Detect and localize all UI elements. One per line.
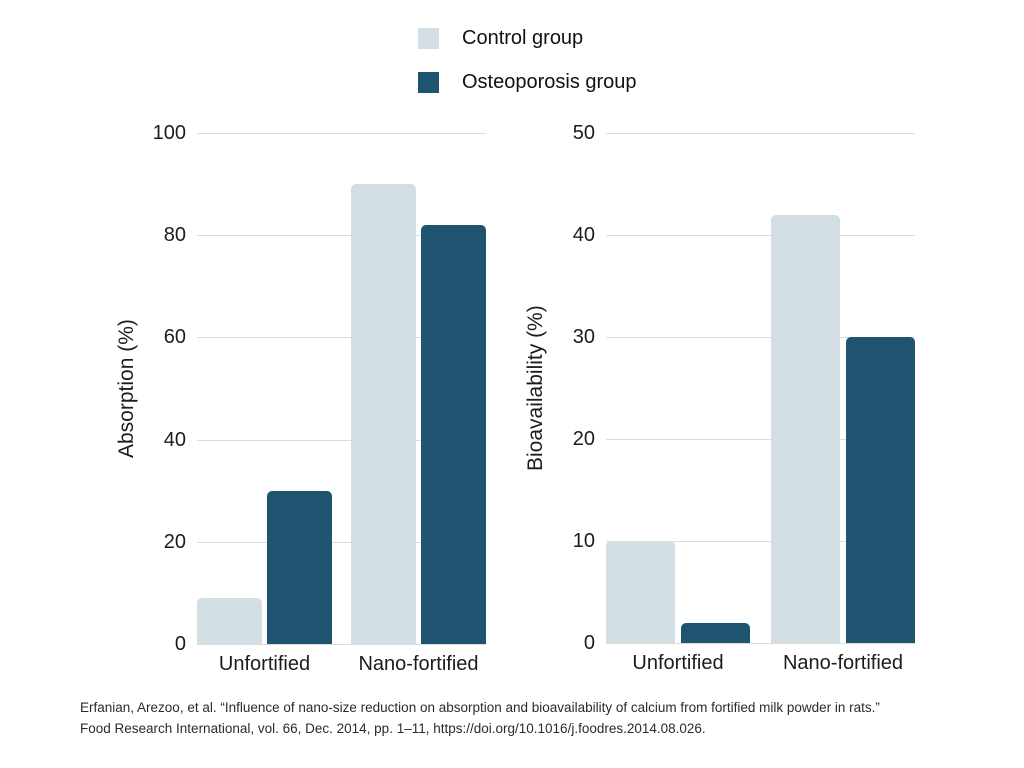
bar-osteoporosis-group-unfortified xyxy=(681,622,750,643)
gridline xyxy=(606,439,915,440)
bar-osteoporosis-group-nano-fortified xyxy=(846,337,915,643)
y-tick-label: 40 xyxy=(163,428,186,451)
bar-control-group-nano-fortified xyxy=(771,214,840,643)
gridline xyxy=(606,643,915,644)
y-tick-label: 40 xyxy=(572,224,595,246)
gridline xyxy=(197,133,486,134)
bar-osteoporosis-group-unfortified xyxy=(267,490,332,644)
y-tick-label: 80 xyxy=(163,224,186,247)
plot-area-absorption xyxy=(197,133,486,645)
gridline xyxy=(606,133,915,134)
citation-line-1: Erfanian, Arezoo, et al. “Influence of n… xyxy=(80,700,880,715)
plot-area-bioavailability xyxy=(606,133,915,644)
x-category-label-nano-fortified: Nano-fortified xyxy=(782,652,904,674)
gridline xyxy=(197,337,486,339)
y-tick-label: 30 xyxy=(572,326,595,348)
gridline xyxy=(606,337,915,338)
y-tick-label: 100 xyxy=(152,122,186,144)
citation-line-2: Food Research International, vol. 66, De… xyxy=(80,721,706,736)
gridline xyxy=(197,439,486,441)
bar-osteoporosis-group-nano-fortified xyxy=(421,224,486,644)
bar-control-group-nano-fortified xyxy=(351,184,416,644)
y-tick-label: 0 xyxy=(583,632,595,654)
gridline xyxy=(606,235,915,236)
legend-item-control: Control group xyxy=(418,27,584,49)
gridline xyxy=(197,541,486,543)
legend-swatch-osteoporosis xyxy=(418,72,439,93)
legend-label-osteoporosis: Osteoporosis group xyxy=(462,71,637,93)
gridline xyxy=(197,644,486,645)
y-tick-label: 60 xyxy=(163,326,186,349)
citation: Erfanian, Arezoo, et al. “Influence of n… xyxy=(80,697,880,739)
bar-control-group-unfortified xyxy=(606,541,675,643)
x-category-label-unfortified: Unfortified xyxy=(218,653,311,675)
y-axis-label-bioavailability: Bioavailability (%) xyxy=(524,305,547,471)
legend-label-control: Control group xyxy=(462,27,584,49)
legend-item-osteoporosis: Osteoporosis group xyxy=(418,71,637,93)
y-tick-label: 50 xyxy=(572,122,595,144)
y-tick-label: 20 xyxy=(572,428,595,450)
y-tick-label: 10 xyxy=(572,530,595,552)
y-tick-label: 0 xyxy=(174,633,186,655)
x-category-label-unfortified: Unfortified xyxy=(632,652,724,674)
gridline xyxy=(606,541,915,542)
y-tick-label: 20 xyxy=(163,530,186,553)
legend-swatch-control xyxy=(418,28,439,49)
x-category-label-nano-fortified: Nano-fortified xyxy=(358,653,479,675)
bar-control-group-unfortified xyxy=(197,598,262,644)
gridline xyxy=(197,235,486,237)
